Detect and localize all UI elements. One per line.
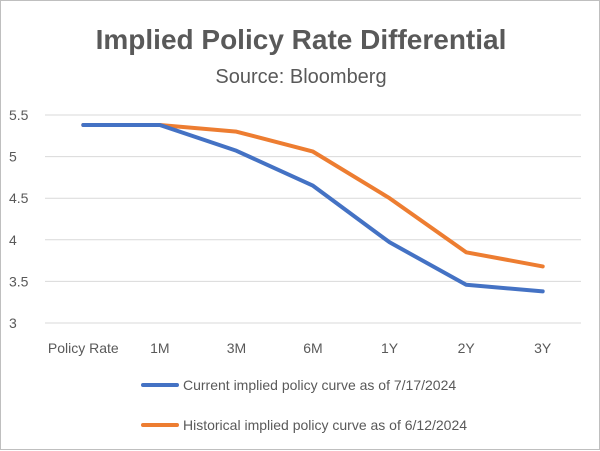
x-tick-label: 3M [227, 340, 246, 356]
series-line-1 [81, 122, 545, 269]
x-axis-ticks: Policy Rate 1M 3M 6M 1Y 2Y 3Y [48, 340, 552, 356]
y-axis-ticks: 3 3.5 4 4.5 5 5.5 [9, 107, 29, 331]
legend-label: Historical implied policy curve as of 6/… [183, 417, 467, 433]
x-tick-label: 1Y [381, 340, 399, 356]
series-lines [81, 122, 545, 294]
y-tick-label: 4.5 [9, 190, 29, 206]
gridlines [45, 114, 581, 324]
chart-subtitle: Source: Bloomberg [215, 66, 386, 88]
y-tick-label: 4 [9, 232, 17, 248]
y-tick-label: 3 [9, 315, 17, 331]
x-tick-label: 1M [150, 340, 169, 356]
y-tick-label: 3.5 [9, 273, 29, 289]
y-tick-label: 5 [9, 149, 17, 165]
x-tick-label: Policy Rate [48, 340, 119, 356]
y-tick-label: 5.5 [9, 107, 29, 123]
x-tick-label: 2Y [458, 340, 476, 356]
legend-label: Current implied policy curve as of 7/17/… [183, 377, 456, 393]
x-tick-label: 3Y [534, 340, 552, 356]
x-tick-label: 6M [303, 340, 322, 356]
series-line-0 [81, 122, 545, 294]
legend: Current implied policy curve as of 7/17/… [141, 377, 467, 433]
chart-title: Implied Policy Rate Differential [96, 24, 507, 55]
